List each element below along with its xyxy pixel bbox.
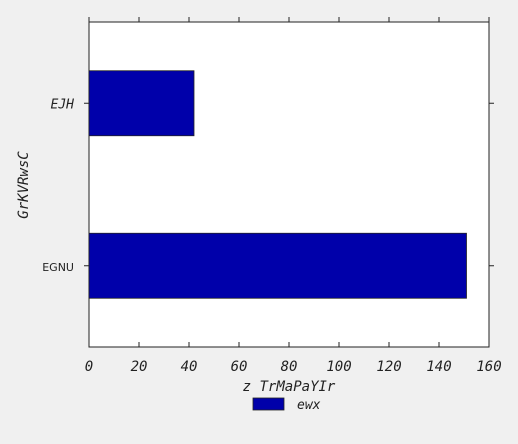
y-tick-label: EGNU <box>42 261 74 274</box>
x-tick-label: 0 <box>85 359 93 375</box>
x-tick-label: 140 <box>426 359 451 375</box>
x-tick-label: 120 <box>376 359 401 375</box>
x-tick-label: 160 <box>476 359 501 375</box>
x-axis-label: z TrMaPaYIr <box>243 379 336 395</box>
legend: ewx <box>253 398 321 413</box>
legend-label: ewx <box>297 398 321 413</box>
x-tick-label: 20 <box>131 359 148 375</box>
bar-ejh <box>89 71 194 136</box>
y-axis-label: GrKVRwsC <box>16 151 32 219</box>
x-tick-label: 80 <box>281 359 298 375</box>
x-tick-label: 60 <box>231 359 248 375</box>
x-tick-label: 40 <box>181 359 198 375</box>
y-tick-label: EJH <box>51 97 75 112</box>
x-tick-label: 100 <box>326 359 351 375</box>
bar-egnu <box>89 233 467 298</box>
legend-swatch <box>253 398 284 410</box>
